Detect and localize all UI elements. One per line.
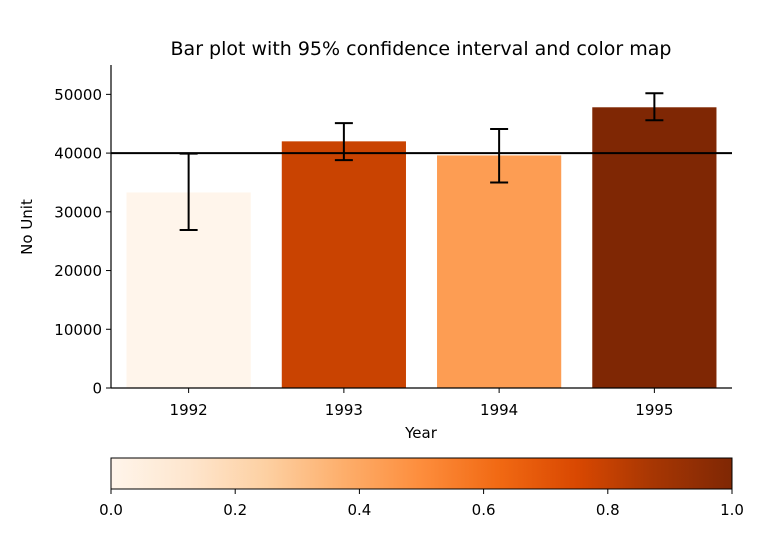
colorbar-tick-label-0.4: 0.4	[347, 501, 371, 519]
colorbar-ticks-group: 0.0 0.2 0.4 0.6 0.8 1.0	[99, 489, 744, 519]
y-ticks-group: 0 10000 20000 30000 40000 50000	[54, 86, 111, 398]
bars-group	[126, 107, 717, 389]
y-axis-label: No Unit	[18, 199, 36, 255]
colorbar-tick-label-0.6: 0.6	[472, 501, 496, 519]
x-tick-label-1993: 1993	[325, 401, 363, 419]
error-bars-group	[179, 92, 664, 232]
colorbar	[110, 457, 733, 490]
x-tick-label-1992: 1992	[170, 401, 208, 419]
colorbar-tick-label-0.0: 0.0	[99, 501, 123, 519]
chart-title: Bar plot with 95% confidence interval an…	[171, 38, 672, 60]
y-tick-label-30000: 30000	[54, 203, 102, 221]
colorbar-tick-label-1.0: 1.0	[720, 501, 744, 519]
x-tick-label-1995: 1995	[635, 401, 673, 419]
x-ticks-group: 1992 1993 1994 1995	[170, 388, 673, 419]
bar-1995	[592, 107, 717, 389]
axes-group	[110, 65, 732, 389]
y-tick-label-50000: 50000	[54, 86, 102, 104]
x-tick-label-1994: 1994	[480, 401, 518, 419]
colorbar-tick-label-0.8: 0.8	[596, 501, 620, 519]
y-tick-label-0: 0	[92, 380, 102, 398]
y-tick-label-20000: 20000	[54, 262, 102, 280]
bar-1994	[437, 155, 562, 388]
y-tick-label-40000: 40000	[54, 145, 102, 163]
y-tick-label-10000: 10000	[54, 321, 102, 339]
bar-1993	[281, 141, 406, 388]
colorbar-tick-label-0.2: 0.2	[223, 501, 247, 519]
x-axis-label: Year	[404, 424, 438, 442]
